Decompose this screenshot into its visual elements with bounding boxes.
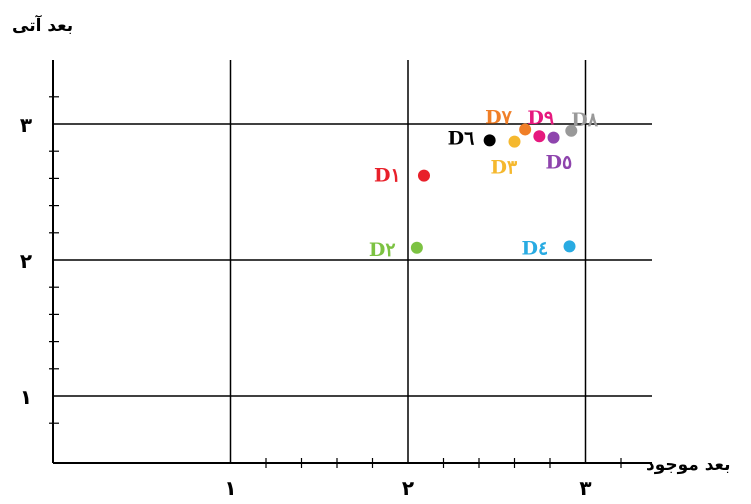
data-point-label: D٨ <box>571 109 598 131</box>
x-tick-label: ۱ <box>224 476 236 500</box>
y-tick-label: ۱ <box>20 385 32 409</box>
data-point-label: D۲ <box>369 239 396 261</box>
x-tick-label: ۲ <box>402 476 414 500</box>
y-tick-label: ۳ <box>20 113 32 137</box>
data-point <box>547 131 560 144</box>
data-point <box>565 124 578 137</box>
data-point <box>519 123 532 136</box>
data-point-label: D٧ <box>485 106 512 128</box>
data-point-label: D۱ <box>374 165 401 187</box>
data-point-label: D٤ <box>522 237 549 259</box>
y-axis-title: بعد آتی <box>12 16 74 36</box>
data-point <box>533 130 546 143</box>
data-point-label: D٦ <box>448 127 475 149</box>
data-point <box>563 240 576 253</box>
y-tick-label: ۲ <box>20 249 32 273</box>
data-point-label: D۳ <box>491 157 518 179</box>
data-point <box>417 169 430 182</box>
data-point-label: D٥ <box>546 152 573 174</box>
data-point-label: D٩ <box>527 107 554 129</box>
x-axis-title: بعد موجود <box>646 455 731 475</box>
x-tick-label: ۳ <box>579 476 591 500</box>
data-point <box>483 134 496 147</box>
data-point <box>508 135 521 148</box>
data-point <box>410 241 423 254</box>
